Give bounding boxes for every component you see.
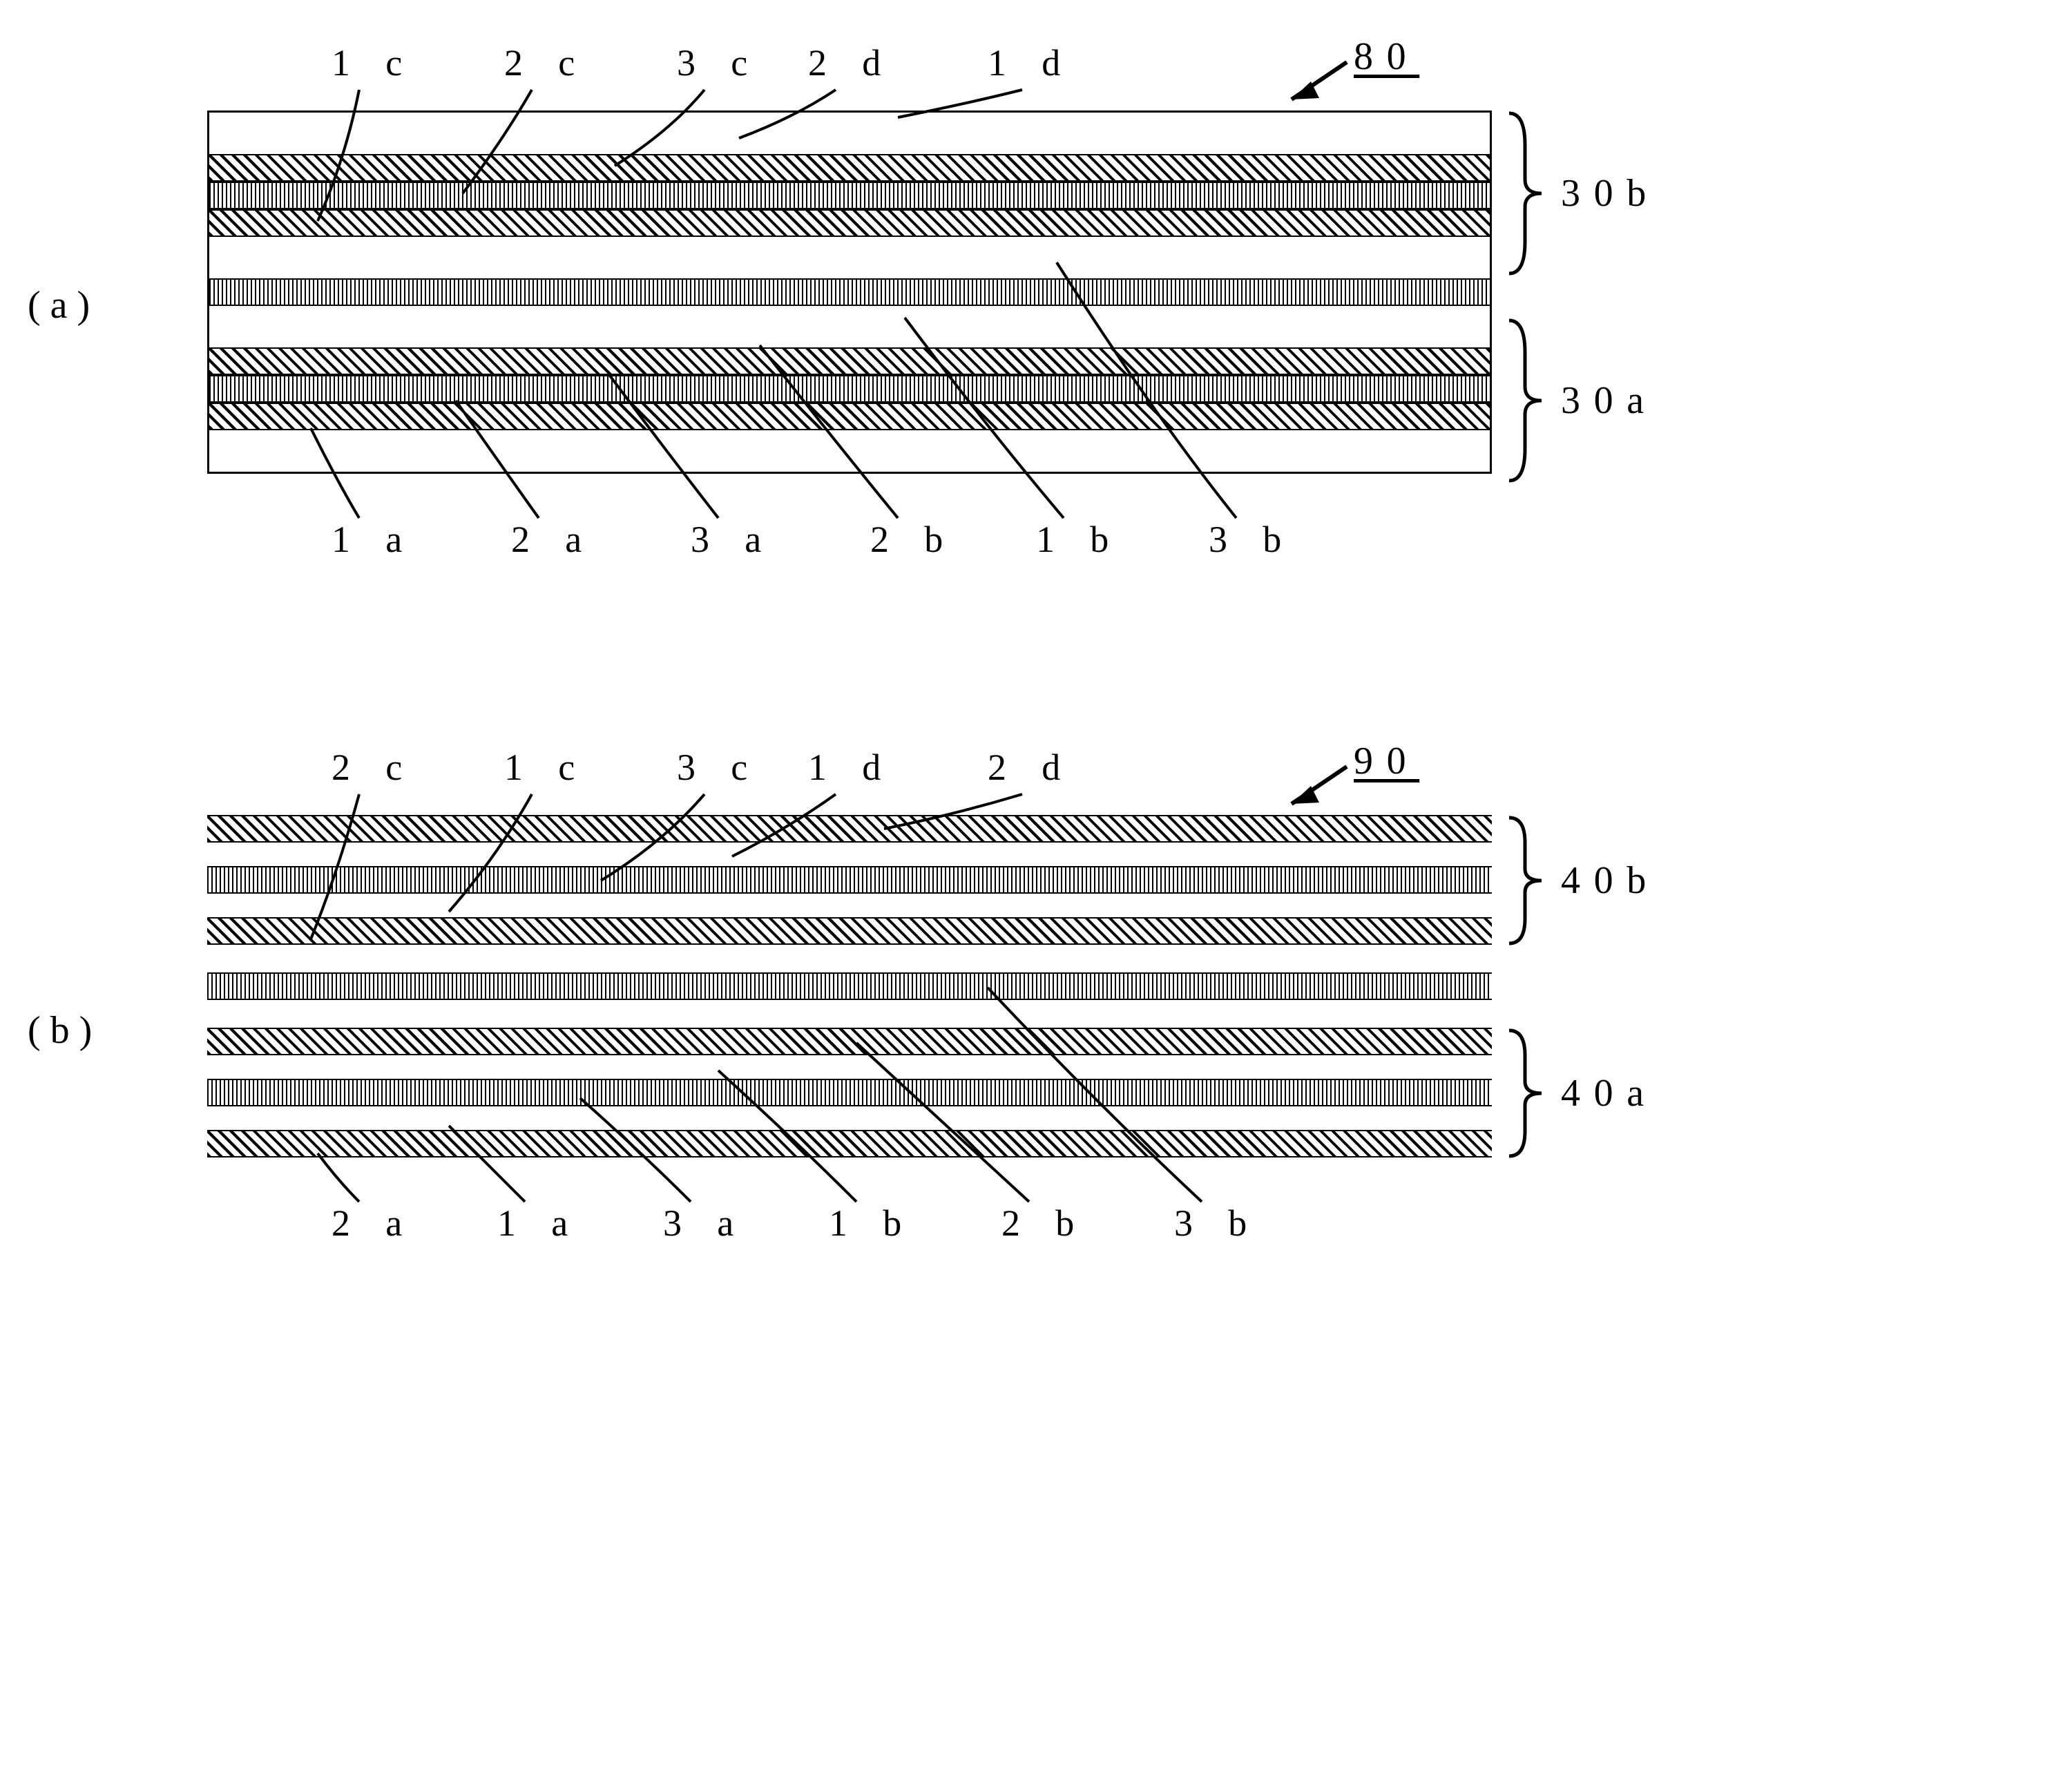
fig-b-arrow-icon (1271, 762, 1354, 818)
fig-a-refnum: 80 (1354, 35, 1419, 79)
brace-30a-label: 30a (1561, 378, 1658, 423)
layer-b-1c (207, 894, 1492, 917)
figure-a: (a) 1 c 2 c 3 c 2 d 1 d 80 (28, 41, 2044, 663)
layer-1c (209, 237, 1490, 278)
layer-b-2d (207, 815, 1492, 843)
lbl-2c-b: 2 c (332, 746, 415, 789)
layer-2a (209, 403, 1490, 430)
brace-icon (1506, 815, 1547, 946)
layer-2b (209, 347, 1490, 375)
lbl-1c-b: 1 c (504, 746, 588, 789)
layer-1a (209, 430, 1490, 472)
layer-b-3c (207, 866, 1492, 894)
fig-b-brace-40a: 40a (1506, 1028, 1658, 1159)
layer-b-2c (207, 917, 1492, 945)
layer-3b (209, 278, 1490, 306)
lbl-1b: 1 b (1036, 518, 1122, 561)
lbl-2b-b: 2 b (1001, 1202, 1087, 1245)
gap-b-upper (207, 945, 1492, 972)
fig-b-bot-labels: 2 a 1 a 3 a 1 b 2 b 3 b (207, 1202, 1492, 1264)
lbl-2a: 2 a (511, 518, 595, 561)
lbl-2d: 2 d (808, 41, 894, 84)
gap-b-lower (207, 1000, 1492, 1028)
lbl-3c-b: 3 c (677, 746, 760, 789)
layer-b-1a (207, 1106, 1492, 1130)
layer-b-2b (207, 1028, 1492, 1055)
layer-2c (209, 209, 1490, 237)
brace-30b-label: 30b (1561, 171, 1660, 215)
lbl-1a-b: 1 a (497, 1202, 581, 1245)
lbl-1b-b: 1 b (829, 1202, 914, 1245)
fig-a-arrow-icon (1271, 58, 1354, 113)
brace-icon (1506, 111, 1547, 276)
layer-b-3b (207, 972, 1492, 1000)
fig-a-stack (207, 111, 1492, 474)
lbl-3c: 3 c (677, 41, 760, 84)
layer-3a (209, 375, 1490, 403)
lbl-3b: 3 b (1209, 518, 1294, 561)
brace-icon (1506, 1028, 1547, 1159)
figure-b: (b) 2 c 1 c 3 c 1 d 2 d 90 (28, 746, 2044, 1367)
panel-b-label: (b) (28, 1008, 102, 1053)
panel-a-label: (a) (28, 283, 99, 327)
lbl-3b-b: 3 b (1174, 1202, 1260, 1245)
lbl-3a: 3 a (691, 518, 774, 561)
lbl-3a-b: 3 a (663, 1202, 747, 1245)
fig-a-brace-30b: 30b (1506, 111, 1660, 276)
fig-a-brace-30a: 30a (1506, 318, 1658, 483)
layer-1b (209, 306, 1490, 347)
lbl-2d-b: 2 d (988, 746, 1073, 789)
layer-b-1d (207, 843, 1492, 866)
fig-b-refnum: 90 (1354, 739, 1419, 783)
layer-b-1b (207, 1055, 1492, 1079)
layer-1d (209, 113, 1490, 154)
lbl-1a: 1 a (332, 518, 415, 561)
lbl-2c: 2 c (504, 41, 588, 84)
lbl-2a-b: 2 a (332, 1202, 415, 1245)
fig-b-brace-40b: 40b (1506, 815, 1660, 946)
lbl-1d: 1 d (988, 41, 1073, 84)
lbl-1c: 1 c (332, 41, 415, 84)
lbl-2b: 2 b (870, 518, 956, 561)
layer-2d (209, 154, 1490, 182)
brace-icon (1506, 318, 1547, 483)
brace-40a-label: 40a (1561, 1071, 1658, 1115)
layer-b-3a (207, 1079, 1492, 1106)
lbl-1d-b: 1 d (808, 746, 894, 789)
fig-a-bot-labels: 1 a 2 a 3 a 2 b 1 b 3 b (207, 518, 1492, 580)
layer-3c (209, 182, 1490, 209)
brace-40b-label: 40b (1561, 858, 1660, 903)
layer-b-2a (207, 1130, 1492, 1158)
fig-b-stack (207, 815, 1492, 1158)
